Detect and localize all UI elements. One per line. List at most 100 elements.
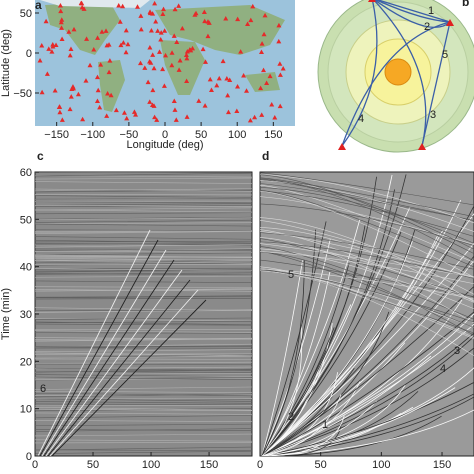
arrival — [260, 196, 474, 245]
noise — [35, 439, 252, 442]
noise — [35, 310, 252, 313]
arrival — [261, 200, 462, 456]
y-tick-label: 50 — [20, 8, 32, 20]
x-tick-label: 0 — [32, 459, 38, 471]
station — [163, 52, 169, 58]
noise — [35, 401, 252, 404]
noise — [35, 195, 252, 198]
station — [160, 66, 166, 72]
station — [262, 12, 268, 18]
noise — [35, 181, 252, 184]
noise — [35, 415, 252, 419]
phase-label: 3 — [454, 345, 460, 357]
x-tick-label: 100 — [142, 459, 160, 471]
station — [123, 49, 129, 55]
station — [44, 71, 50, 76]
arrival — [261, 262, 350, 456]
station — [202, 18, 208, 24]
noise — [35, 230, 252, 233]
arrival — [260, 183, 474, 221]
arrival — [41, 249, 167, 456]
arrival — [260, 184, 474, 263]
arrival — [261, 387, 456, 456]
arrival — [260, 187, 474, 244]
station — [162, 28, 168, 33]
station — [248, 17, 254, 23]
station — [94, 98, 100, 104]
x-tick-label: 150 — [200, 459, 218, 471]
station — [121, 110, 127, 115]
station — [57, 109, 63, 115]
station — [235, 84, 241, 89]
station — [227, 77, 233, 83]
arrival — [260, 243, 474, 278]
station — [147, 99, 153, 104]
station — [120, 3, 126, 9]
x-tick-label: 50 — [87, 459, 99, 471]
station — [123, 27, 129, 33]
arrival — [260, 231, 474, 278]
arrival — [261, 259, 474, 456]
noise — [35, 188, 252, 192]
x-tick-label: 100 — [228, 129, 246, 141]
station — [250, 3, 256, 9]
station — [58, 19, 64, 25]
x-tick-label: −150 — [44, 129, 69, 141]
noise — [35, 236, 252, 240]
panel-label: b — [462, 0, 469, 9]
station — [277, 61, 283, 66]
station — [113, 107, 119, 113]
arrival — [261, 396, 474, 456]
station — [66, 29, 72, 34]
noise — [35, 248, 252, 252]
noise — [35, 376, 252, 380]
station — [147, 45, 153, 50]
noise — [35, 229, 252, 231]
station — [224, 76, 230, 81]
station — [258, 85, 264, 91]
arrival — [260, 248, 474, 310]
arrival — [261, 313, 474, 456]
arrival — [43, 259, 175, 456]
noise — [35, 252, 252, 256]
station — [150, 87, 156, 93]
station — [68, 46, 74, 52]
station — [176, 3, 182, 8]
continents — [40, 0, 285, 112]
noise — [35, 280, 252, 283]
station — [94, 74, 100, 80]
station — [138, 26, 144, 32]
arrival — [261, 394, 342, 456]
station — [84, 36, 90, 41]
station — [67, 52, 73, 58]
station — [75, 91, 81, 97]
noise — [35, 378, 252, 381]
station — [125, 41, 131, 47]
arrival — [260, 227, 474, 302]
station — [155, 28, 161, 33]
station — [150, 52, 156, 57]
noise — [35, 449, 252, 451]
noise — [35, 175, 252, 178]
arrival — [260, 241, 474, 279]
arrival — [260, 232, 474, 270]
station — [202, 103, 208, 108]
station — [56, 104, 62, 109]
station — [220, 58, 226, 64]
station — [67, 106, 73, 112]
noise — [35, 217, 252, 220]
station — [158, 36, 164, 42]
station — [173, 117, 179, 122]
arrival — [261, 381, 474, 456]
arrival — [49, 289, 199, 456]
station — [172, 6, 178, 12]
station — [184, 114, 190, 119]
panel-label: d — [262, 149, 269, 163]
arrival — [51, 299, 207, 456]
arrival — [260, 270, 474, 356]
station — [258, 49, 264, 55]
y-tick-label: 20 — [20, 356, 32, 368]
arrival — [260, 177, 474, 217]
phase-label: 2 — [288, 411, 294, 423]
station — [171, 98, 177, 104]
